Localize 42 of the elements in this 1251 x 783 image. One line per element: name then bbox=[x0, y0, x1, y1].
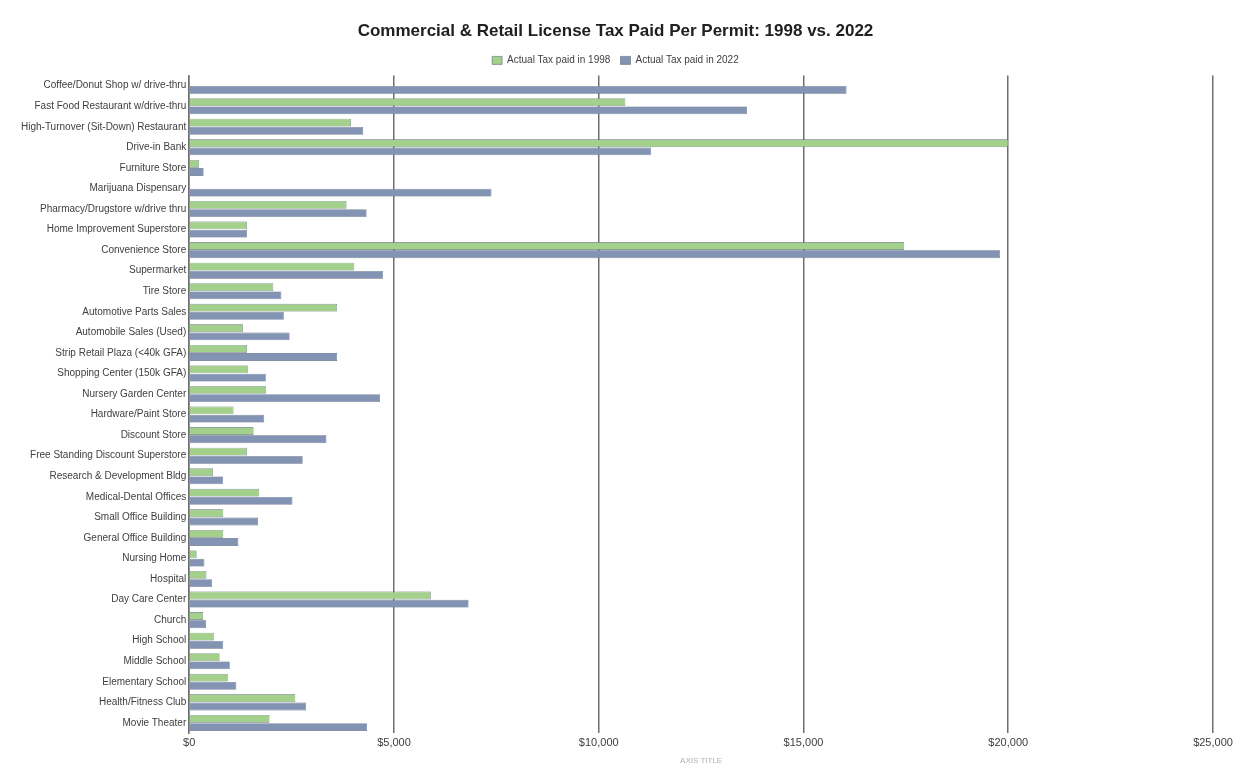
x-axis-title: AXIS TITLE bbox=[680, 756, 723, 766]
x-tick-label: $10,000 bbox=[578, 735, 619, 748]
y-tick-label: Middle School bbox=[123, 655, 187, 666]
y-tick-label: Coffee/Donut Shop w/ drive-thru bbox=[43, 79, 187, 91]
y-tick-label: Automotive Parts Sales bbox=[82, 305, 187, 317]
y-tick-label: High-Turnover (Sit-Down) Restaurant bbox=[20, 120, 187, 132]
y-tick-label: Hardware/Paint Store bbox=[90, 408, 187, 420]
y-tick-label: Drive-in Bank bbox=[126, 141, 188, 153]
y-tick-label: Home Improvement Superstore bbox=[46, 223, 187, 235]
legend-label: Actual Tax paid in 1998 bbox=[507, 54, 611, 66]
y-tick-label: Automobile Sales (Used) bbox=[75, 326, 187, 338]
y-tick-label: Health/Fitness Club bbox=[98, 696, 187, 708]
y-tick-label: Pharmacy/Drugstore w/drive thru bbox=[40, 202, 187, 214]
y-tick-label: Marijuana Dispensary bbox=[89, 182, 187, 194]
y-tick-label: Supermarket bbox=[128, 264, 187, 276]
y-tick-label: Furniture Store bbox=[119, 161, 187, 173]
y-tick-label: Hospital bbox=[150, 572, 187, 584]
y-tick-label: Small Office Building bbox=[94, 511, 187, 523]
y-tick-label: Nursing Home bbox=[122, 552, 187, 564]
y-tick-label: Nursery Garden Center bbox=[82, 387, 187, 399]
x-tick-label: $0 bbox=[183, 735, 196, 748]
y-tick-label: Movie Theater bbox=[122, 716, 187, 728]
y-tick-label: Free Standing Discount Superstore bbox=[30, 449, 187, 461]
y-tick-label: Strip Retail Plaza (<40k GFA) bbox=[55, 346, 187, 358]
chart-title: Commercial & Retail License Tax Paid Per Permit: 1998 vs. 2022 bbox=[357, 20, 874, 40]
y-tick-label: Elementary School bbox=[102, 675, 187, 687]
y-tick-label: Tire Store bbox=[142, 284, 187, 296]
x-tick-label: $5,000 bbox=[377, 735, 411, 748]
y-tick-label: Shopping Center (150k GFA) bbox=[57, 367, 187, 379]
y-tick-label: Church bbox=[153, 613, 187, 625]
y-tick-label: High School bbox=[132, 634, 187, 646]
y-tick-label: Fast Food Restaurant w/drive-thru bbox=[34, 99, 187, 111]
y-tick-label: General Office Building bbox=[83, 531, 187, 543]
legend-label: Actual Tax paid in 2022 bbox=[635, 54, 740, 66]
y-tick-label: Research & Development Bldg bbox=[49, 470, 187, 481]
y-tick-label: Day Care Center bbox=[111, 593, 187, 605]
y-tick-label: Convenience Store bbox=[101, 243, 187, 255]
y-tick-label: Discount Store bbox=[120, 428, 187, 440]
x-tick-label: $15,000 bbox=[783, 735, 824, 748]
x-tick-label: $20,000 bbox=[988, 735, 1029, 748]
x-tick-label: $25,000 bbox=[1193, 735, 1233, 748]
y-tick-label: Medical-Dental Offices bbox=[85, 490, 187, 502]
